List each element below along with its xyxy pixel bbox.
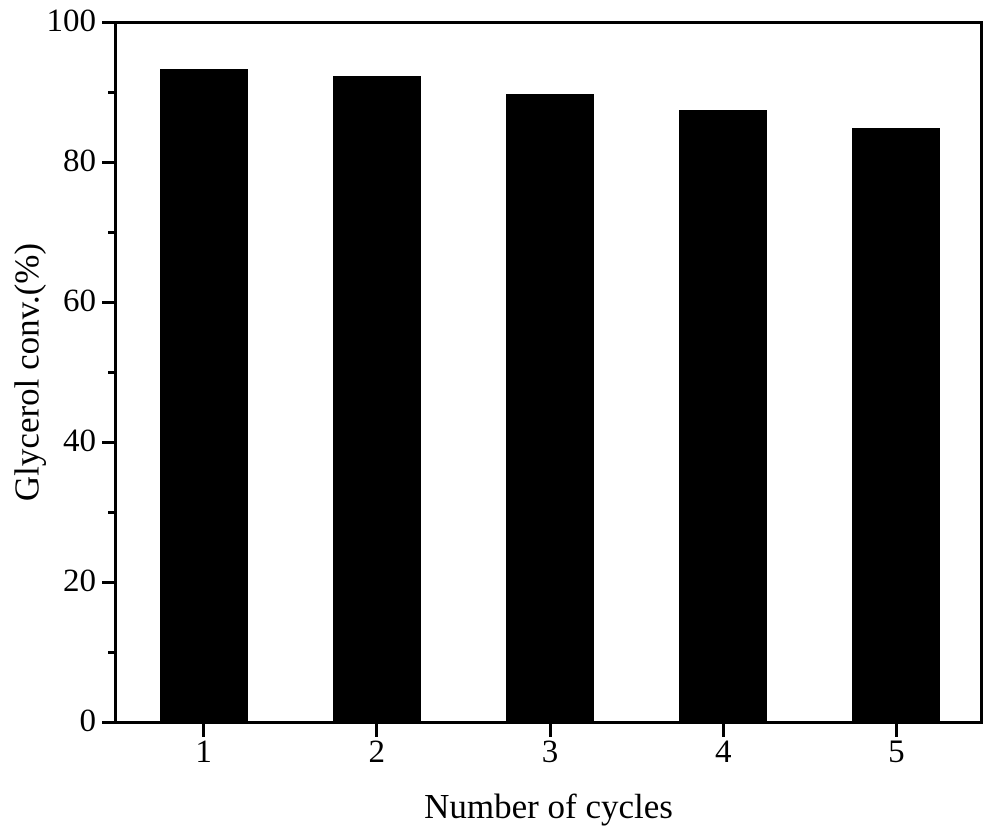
y-major-tick-20 [101, 581, 115, 584]
y-major-tick-100 [101, 21, 115, 24]
x-tick-label-4: 4 [714, 734, 732, 770]
y-tick-label-40: 40 [63, 422, 96, 459]
y-minor-tick-50 [107, 371, 115, 374]
y-tick-label-100: 100 [46, 2, 97, 39]
bar-cycle-1 [159, 68, 248, 721]
bar-cycle-5 [852, 127, 941, 721]
y-tick-label-80: 80 [63, 142, 96, 179]
x-tick-1 [202, 724, 206, 737]
x-tick-label-1: 1 [195, 734, 212, 770]
y-minor-tick-90 [107, 91, 115, 94]
y-major-tick-40 [101, 441, 115, 444]
bar-cycle-3 [506, 93, 594, 721]
y-tick-label-20: 20 [63, 562, 96, 599]
bar-cycle-2 [332, 75, 421, 721]
y-major-tick-60 [101, 301, 115, 304]
x-tick-label-5: 5 [888, 734, 905, 770]
y-minor-tick-10 [107, 651, 115, 654]
y-tick-label-60: 60 [63, 282, 96, 319]
x-tick-3 [548, 724, 552, 737]
x-tick-2 [375, 724, 379, 737]
y-tick-label-0: 0 [79, 702, 97, 739]
y-minor-tick-70 [107, 231, 115, 234]
bar-cycle-4 [679, 110, 768, 721]
x-tick-label-2: 2 [368, 734, 386, 770]
x-tick-5 [894, 724, 898, 737]
y-major-tick-0 [101, 721, 115, 724]
x-tick-label-3: 3 [541, 734, 559, 770]
x-axis-title: Number of cycles [424, 787, 673, 826]
y-axis-title: Glycerol conv.(%) [7, 242, 47, 502]
x-tick-4 [721, 724, 725, 737]
y-minor-tick-30 [107, 511, 115, 514]
y-major-tick-80 [101, 161, 115, 164]
plot-area-frame [114, 21, 983, 724]
